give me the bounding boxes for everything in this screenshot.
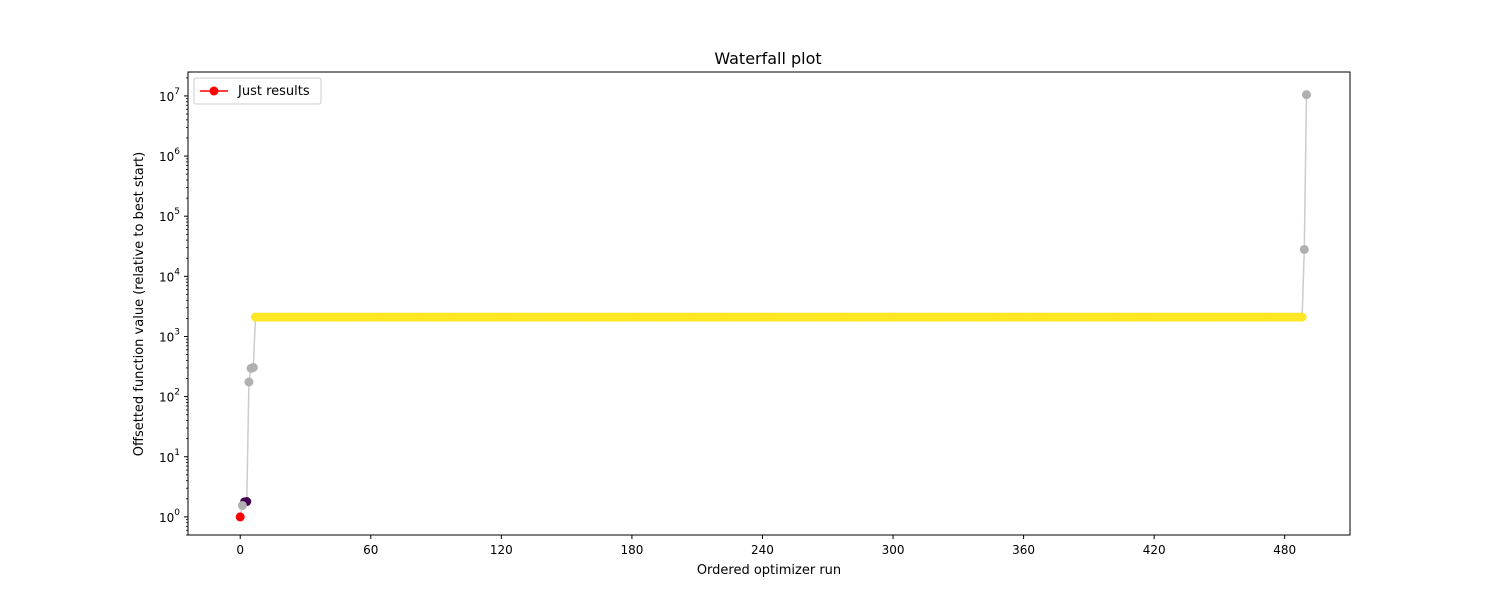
- data-point: [1301, 90, 1311, 100]
- y-tick-label: 103: [159, 327, 180, 344]
- data-point: [1297, 312, 1307, 322]
- plateau-points: [250, 312, 1305, 322]
- chart-title: Waterfall plot: [714, 49, 821, 68]
- data-point: [235, 512, 245, 522]
- x-tick-label: 180: [620, 543, 643, 557]
- x-axis: 0 60 120 180 240 300 360 420 480: [236, 535, 1296, 557]
- x-tick-label: 120: [490, 543, 513, 557]
- x-tick-label: 480: [1273, 543, 1296, 557]
- y-tick-label: 104: [159, 267, 180, 284]
- y-tick-label: 105: [159, 207, 180, 224]
- x-tick-label: 420: [1143, 543, 1166, 557]
- y-tick-label: 107: [159, 87, 180, 104]
- data-point: [246, 363, 256, 373]
- data-point: [237, 500, 247, 510]
- x-tick-label: 300: [882, 543, 905, 557]
- x-axis-label: Ordered optimizer run: [697, 563, 841, 578]
- x-tick-label: 0: [236, 543, 244, 557]
- y-tick-label: 101: [159, 448, 180, 465]
- x-tick-label: 360: [1012, 543, 1035, 557]
- legend-box: [193, 77, 322, 105]
- y-axis-label: Offsetted function value (relative to be…: [132, 152, 147, 456]
- plot-area-frame: [187, 71, 1351, 536]
- y-tick-label: 102: [159, 388, 180, 405]
- plot-content: [235, 90, 1311, 522]
- x-tick-label: 240: [751, 543, 774, 557]
- legend: Just results: [193, 77, 322, 105]
- data-point: [1299, 244, 1309, 254]
- x-tick-label: 60: [363, 543, 378, 557]
- data-point: [244, 377, 254, 387]
- legend-marker: [209, 86, 219, 96]
- y-tick-label: 100: [159, 508, 180, 525]
- y-tick-label: 106: [159, 147, 180, 164]
- y-axis: 100 101 102 103 104 105 106 107: [159, 77, 188, 536]
- legend-label: Just results: [237, 84, 310, 99]
